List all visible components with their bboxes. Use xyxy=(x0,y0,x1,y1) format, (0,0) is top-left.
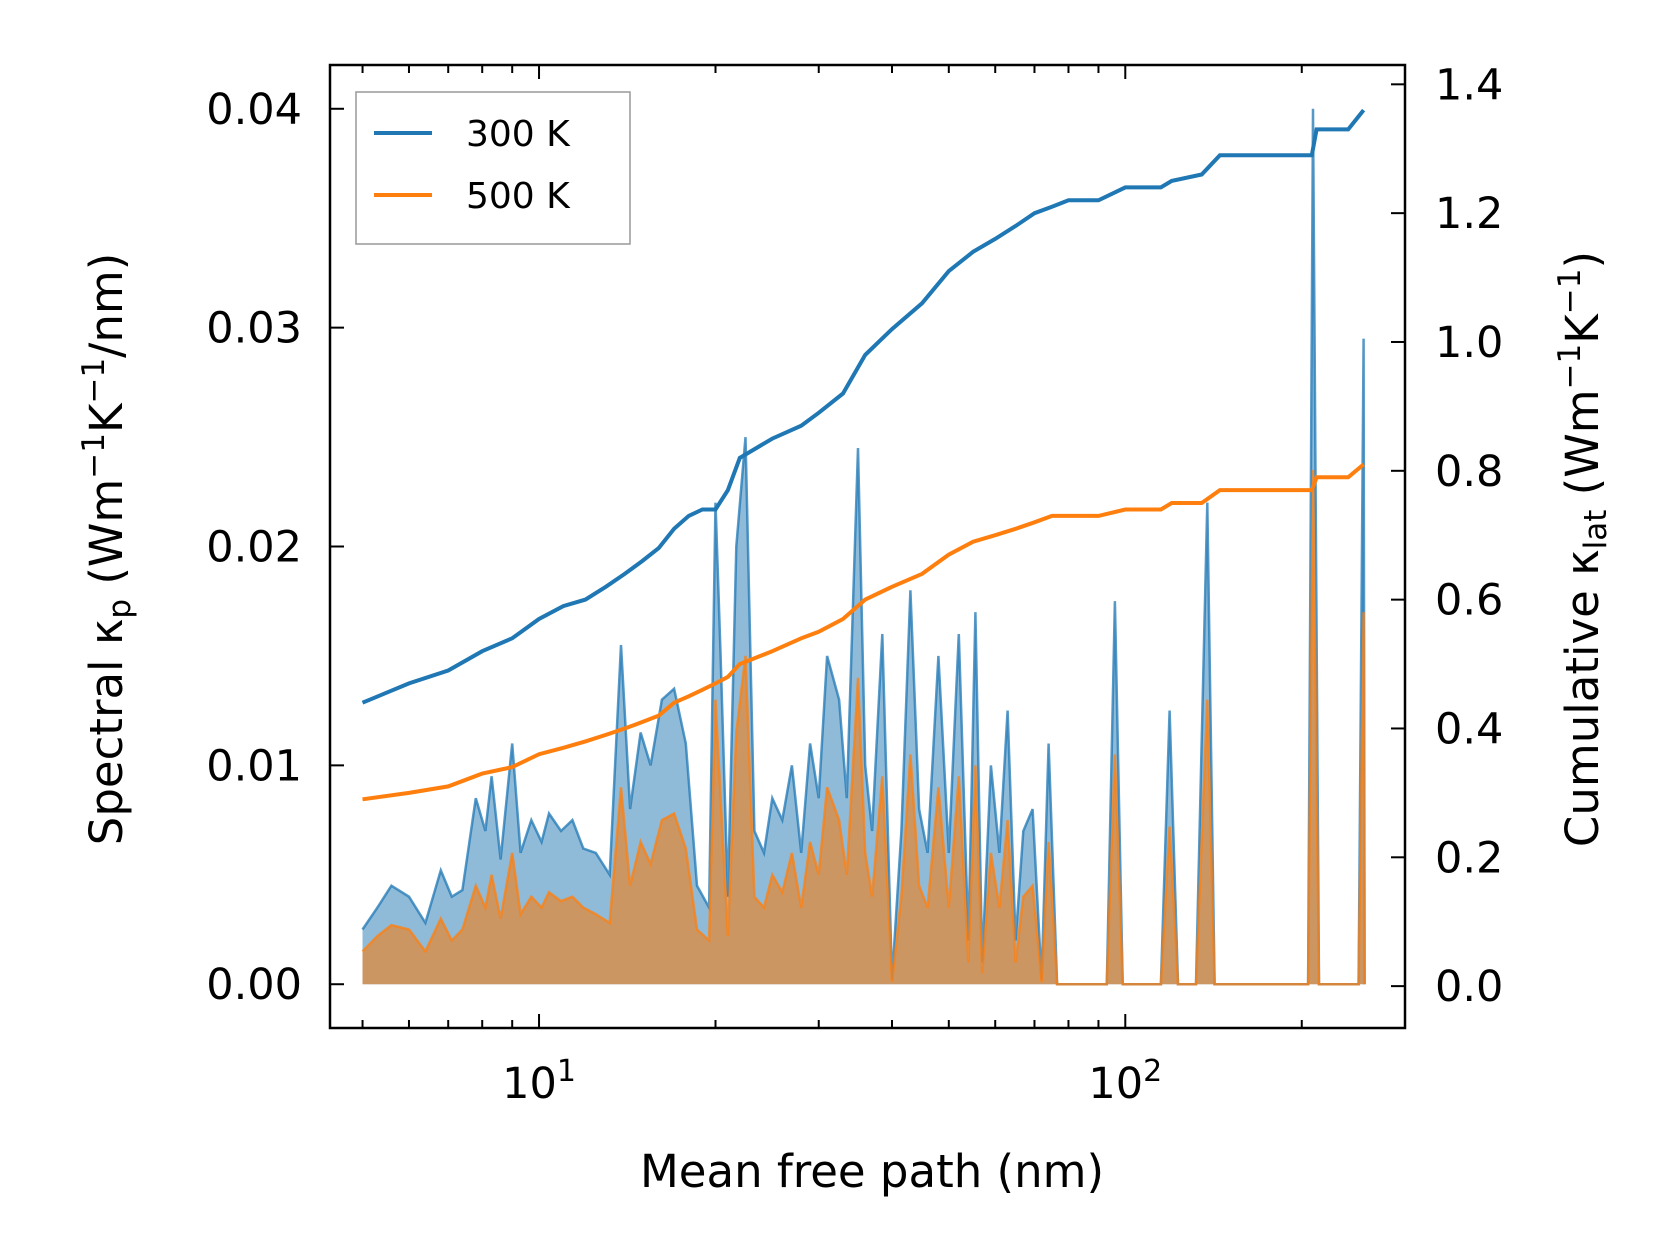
legend-box xyxy=(355,91,631,245)
y-axis-left-label-mid: K xyxy=(80,402,133,433)
spectral-fill-500k xyxy=(362,469,1365,985)
y-axis-left-label-close: /nm) xyxy=(80,253,133,358)
legend-label-300k: 300 K xyxy=(466,114,571,155)
y-left-tick-label: 0.02 xyxy=(206,523,302,573)
y-axis-right-label-sub: lat xyxy=(1578,510,1614,550)
legend: 300 K 500 K xyxy=(355,91,631,245)
y-left-tick-label: 0.03 xyxy=(206,304,302,354)
axes: 101 102 0.00 0.01 0.02 0.03 0.04 0.0 0.2 0.4 0.6 0.… xyxy=(206,60,1503,1109)
y-right-tick-label: 0.0 xyxy=(1435,962,1503,1012)
y-axis-right-label-exp2: −1 xyxy=(1552,269,1588,315)
cumulative-line-300k xyxy=(361,108,1366,705)
y-axis-right-label: Cumulative κlat (Wm−1K−1) xyxy=(1552,251,1614,847)
x-tick-label: 102 xyxy=(1088,1054,1162,1110)
y-axis-left-label-exp1: −1 xyxy=(76,433,112,479)
y-right-tick-label: 0.4 xyxy=(1435,704,1503,754)
y-axis-left-label-main: Spectral κ xyxy=(80,619,133,846)
plot-area xyxy=(361,108,1366,986)
y-right-tick-label: 1.4 xyxy=(1435,60,1503,110)
y-axis-right-label-mid: K xyxy=(1556,313,1609,344)
x-axis-label: Mean free path (nm) xyxy=(640,1145,1104,1198)
y-axis-right-label-close: ) xyxy=(1556,251,1609,269)
y-axis-right-label-exp1: −1 xyxy=(1552,344,1588,390)
y-left-tick-label: 0.00 xyxy=(206,960,302,1010)
y-right-tick-label: 1.2 xyxy=(1435,189,1503,239)
cumulative-line-500k xyxy=(362,462,1365,802)
y-right-tick-label: 0.2 xyxy=(1435,833,1503,883)
y-right-tick-label: 0.6 xyxy=(1435,576,1503,626)
y-axis-right-label-open: (Wm xyxy=(1556,389,1609,509)
y-axis-left-label-open: (Wm xyxy=(80,479,133,599)
y-left-tick-label: 0.01 xyxy=(206,741,302,791)
y-axis-right-label-main: Cumulative κ xyxy=(1556,549,1609,847)
spectral-line-500k xyxy=(361,469,1366,986)
legend-label-500k: 500 K xyxy=(466,176,571,217)
x-tick-label: 101 xyxy=(502,1054,576,1110)
y-left-tick-label: 0.04 xyxy=(206,85,302,135)
y-axis-left-label: Spectral κp (Wm−1K−1/nm) xyxy=(76,253,138,846)
y-right-tick-label: 1.0 xyxy=(1435,318,1503,368)
y-axis-left-label-exp2: −1 xyxy=(76,358,112,404)
y-axis-left-label-sub: p xyxy=(102,599,138,619)
y-right-tick-label: 0.8 xyxy=(1435,447,1503,497)
